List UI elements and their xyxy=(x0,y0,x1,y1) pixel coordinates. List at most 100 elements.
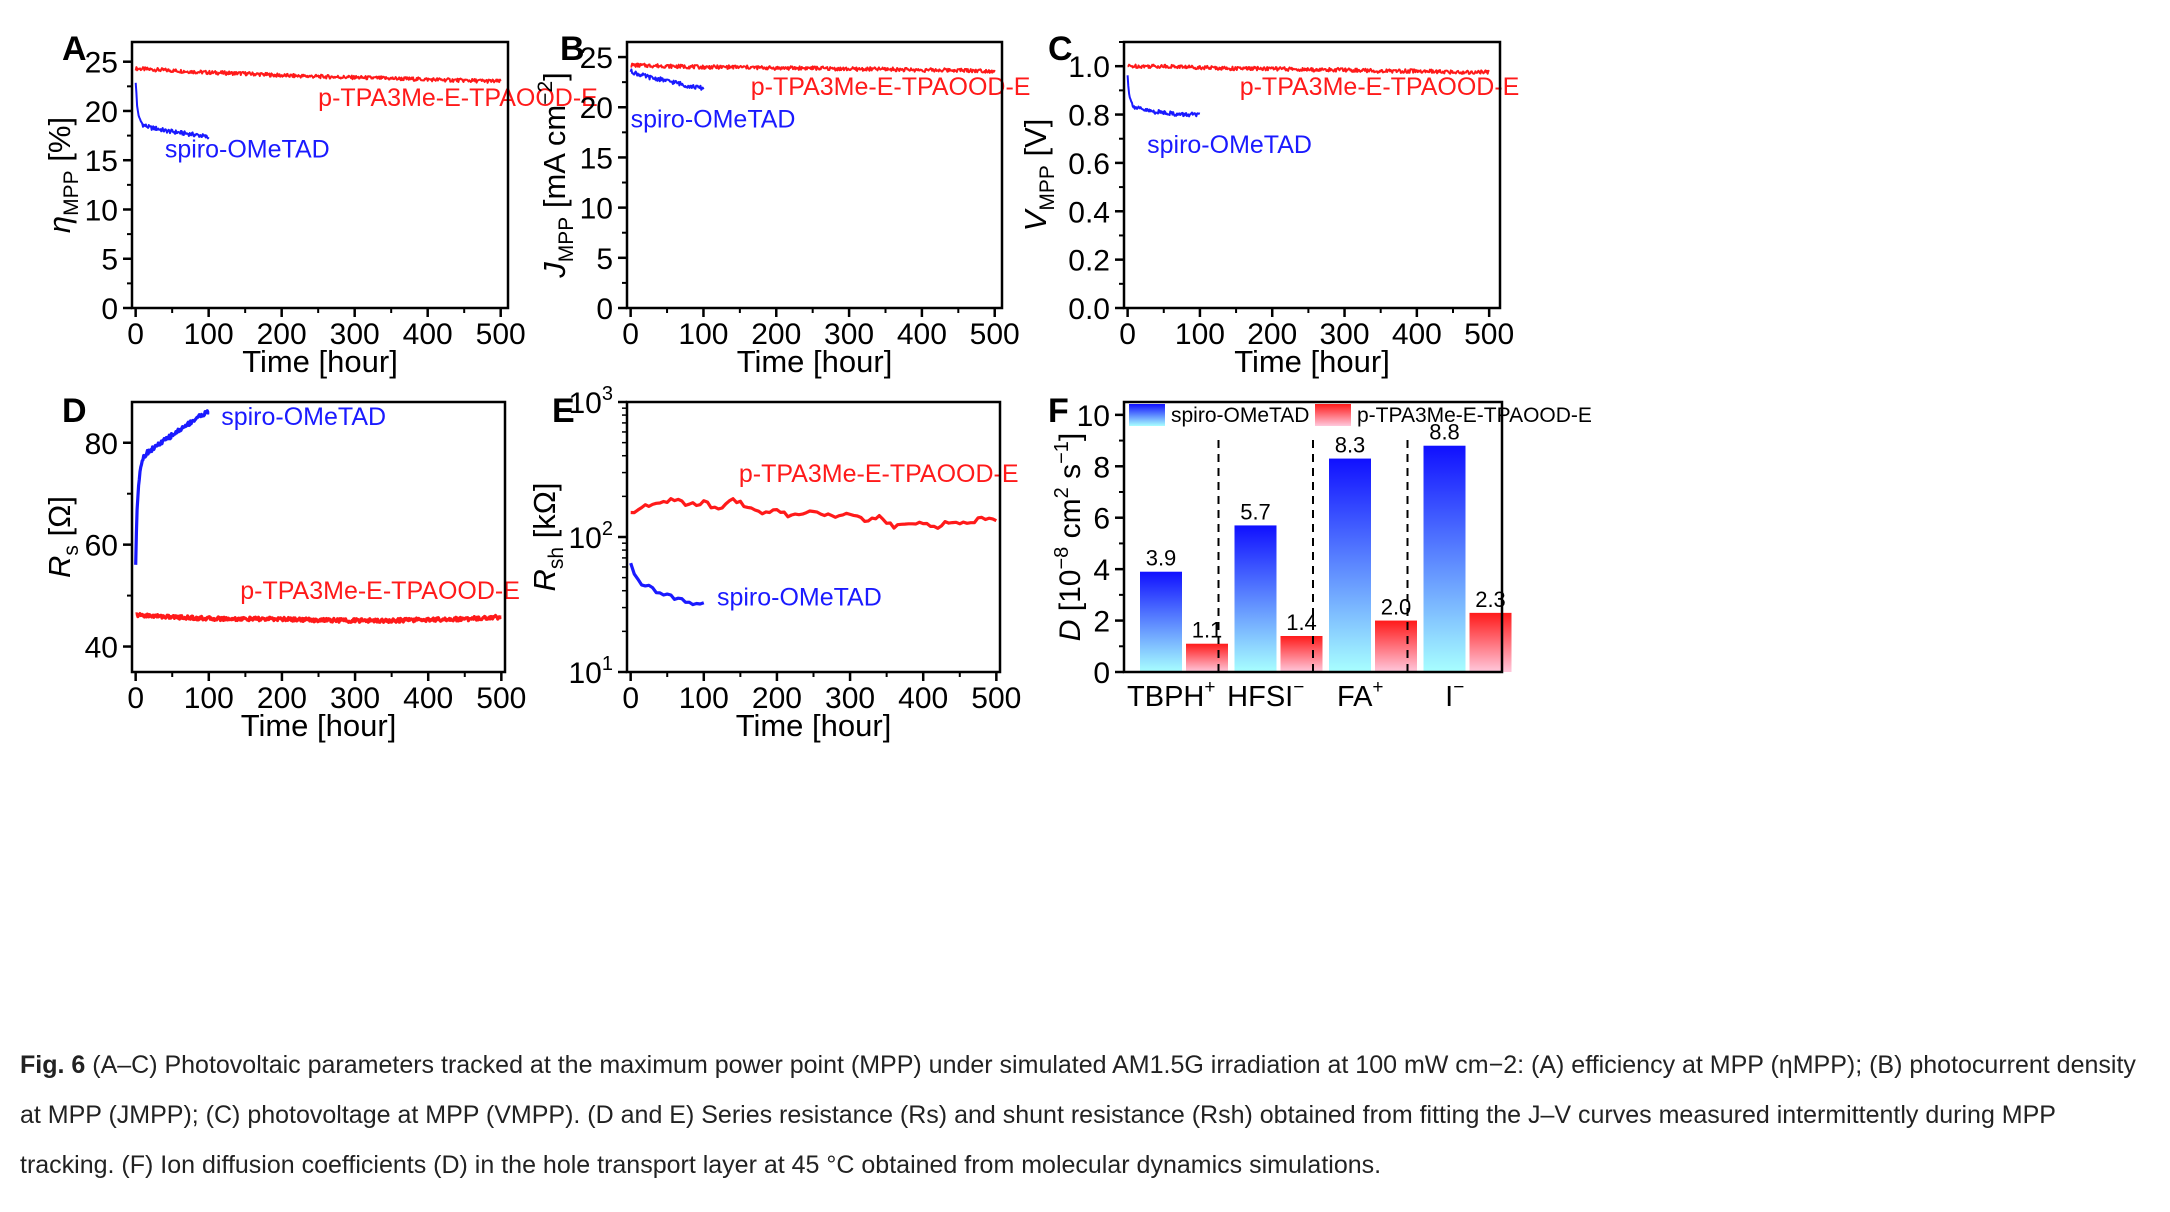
x-tick-label: 400 xyxy=(403,682,453,715)
y-axis-label: VMPP [V] xyxy=(1018,119,1059,232)
y-tick-label: 20 xyxy=(580,92,613,125)
y-label-unit: [mA cm xyxy=(537,105,572,217)
y-axis-label: D [10−8 cm2 s−1] xyxy=(1051,433,1087,641)
x-axis-label: Time [hour] xyxy=(737,344,893,379)
x-tick-label: 100 xyxy=(1175,318,1225,351)
legend-swatch-spiro-ometad xyxy=(1129,404,1165,426)
panel-e: Ep-TPA3Me-E-TPAOOD-E spiro-OMeTAD 0 100 200 3… xyxy=(527,383,1021,743)
x-tick-label: 400 xyxy=(897,318,947,351)
y-label-unit: [%] xyxy=(42,117,77,170)
panel-letter-e: E xyxy=(552,392,575,430)
bar-value-label: 1.4 xyxy=(1286,610,1317,635)
x-tick-label: 500 xyxy=(1464,318,1514,351)
category-superscript: + xyxy=(1204,677,1215,698)
y-axis-label: Rsh [kΩ] xyxy=(527,482,568,591)
x-tick-label: 500 xyxy=(476,318,526,351)
y-tick-exponent: 3 xyxy=(602,383,613,405)
category-base: I xyxy=(1445,681,1453,713)
bar-value-label: 8.3 xyxy=(1335,433,1366,458)
x-tick-label: 0 xyxy=(1119,318,1136,351)
y-tick-exponent: 1 xyxy=(602,653,613,675)
y-tick-label: 10 xyxy=(85,194,118,227)
y-label-superscript: −2 xyxy=(534,81,557,105)
x-axis-label: Time [hour] xyxy=(242,344,398,379)
y-label-part: cm xyxy=(1054,498,1087,546)
series-annotation-p-tpa3me-e-tpaood-e: p-TPA3Me-E-TPAOOD-E xyxy=(1240,73,1520,101)
series-line-spiro-ometad xyxy=(629,68,705,91)
series-annotation-p-tpa3me-e-tpaood-e: p-TPA3Me-E-TPAOOD-E xyxy=(318,84,598,112)
y-tick-label: 4 xyxy=(1093,554,1110,587)
y-axis-label: ηMPP [%] xyxy=(42,117,83,233)
category-label: I− xyxy=(1445,677,1464,713)
y-label-subscript: s xyxy=(60,545,83,556)
y-tick-label: 101 xyxy=(569,653,614,690)
bar-value-label: 8.8 xyxy=(1429,420,1460,445)
legend-swatch-p-tpa3me-e-tpaood-e xyxy=(1315,404,1351,426)
y-tick-label: 5 xyxy=(596,243,613,276)
series-annotation-spiro-ometad: spiro-OMeTAD xyxy=(165,135,330,163)
category-base: HFSI xyxy=(1227,681,1293,713)
series-line-p-tpa3me-e-tpaood-e xyxy=(134,66,502,84)
y-tick-label: 40 xyxy=(85,632,118,665)
x-axis-label: Time [hour] xyxy=(241,708,397,743)
y-tick-label: 60 xyxy=(85,530,118,563)
y-tick-label: 0 xyxy=(596,293,613,326)
x-tick-label: 300 xyxy=(1320,318,1370,351)
x-axis-label: Time [hour] xyxy=(1234,344,1390,379)
y-label-subscript: MPP xyxy=(555,217,578,263)
y-label-symbol: D xyxy=(1054,620,1087,642)
bar-value-label: 5.7 xyxy=(1240,499,1271,524)
y-tick-label: 1.0 xyxy=(1068,51,1110,84)
bar-p-tpa3me-e-tpaood-e xyxy=(1280,636,1323,672)
x-tick-label: 400 xyxy=(403,318,453,351)
y-tick-label: 0.6 xyxy=(1068,148,1110,181)
x-tick-label: 0 xyxy=(622,682,639,715)
series-annotation-p-tpa3me-e-tpaood-e: p-TPA3Me-E-TPAOOD-E xyxy=(739,460,1019,488)
y-label-superscript: −8 xyxy=(1051,547,1073,570)
caption-text: (A–C) Photovoltaic parameters tracked at… xyxy=(20,1051,2136,1179)
y-label-unit: [V] xyxy=(1018,119,1053,166)
y-label-unit: [kΩ] xyxy=(527,482,562,547)
bar-spiro-ometad xyxy=(1329,458,1371,672)
y-tick-label: 0 xyxy=(1093,657,1110,690)
plot-frame xyxy=(625,400,1002,674)
y-tick-label: 2 xyxy=(1093,606,1110,639)
x-tick-label: 400 xyxy=(1392,318,1442,351)
category-label: FA+ xyxy=(1337,677,1384,713)
category-base: TBPH xyxy=(1127,681,1204,713)
y-tick-label: 0.2 xyxy=(1068,245,1110,278)
x-axis-label: Time [hour] xyxy=(736,708,892,743)
category-superscript: − xyxy=(1453,677,1464,698)
x-tick-label: 0 xyxy=(127,318,144,351)
series-line-p-tpa3me-e-tpaood-e xyxy=(1127,63,1490,75)
y-tick-label: 25 xyxy=(85,47,118,80)
x-tick-label: 300 xyxy=(824,318,874,351)
x-tick-label: 100 xyxy=(679,682,729,715)
plot-frame xyxy=(625,40,1004,310)
panel-c: Cp-TPA3Me-E-TPAOOD-E spiro-OMeTAD 0 100 200 3… xyxy=(1018,30,1519,379)
panel-letter-b: B xyxy=(560,30,585,68)
category-label: TBPH+ xyxy=(1127,677,1215,713)
y-label-subscript: MPP xyxy=(60,170,83,216)
y-tick-label: 0.0 xyxy=(1068,293,1110,326)
y-axis-label: Rs [Ω] xyxy=(42,496,83,578)
bar-spiro-ometad xyxy=(1140,571,1182,672)
plot-frame xyxy=(1122,400,1504,674)
bar-value-label: 2.0 xyxy=(1381,595,1412,620)
series-annotation-p-tpa3me-e-tpaood-e: p-TPA3Me-E-TPAOOD-E xyxy=(751,73,1031,101)
series-line-spiro-ometad xyxy=(629,562,705,607)
y-label-superscript: −1 xyxy=(1051,441,1073,464)
y-tick-label: 0 xyxy=(101,293,118,326)
x-tick-label: 100 xyxy=(678,318,728,351)
caption-fig-label: Fig. 6 xyxy=(20,1051,86,1079)
y-label-unit: [Ω] xyxy=(42,496,77,545)
x-tick-label: 500 xyxy=(970,318,1020,351)
series-line-spiro-ometad xyxy=(1126,75,1201,118)
y-tick-label: 0.8 xyxy=(1068,100,1110,133)
bar-spiro-ometad xyxy=(1423,445,1466,672)
x-tick-label: 500 xyxy=(971,682,1021,715)
y-label-subscript: MPP xyxy=(1036,165,1059,211)
y-tick-label: 103 xyxy=(569,383,614,420)
